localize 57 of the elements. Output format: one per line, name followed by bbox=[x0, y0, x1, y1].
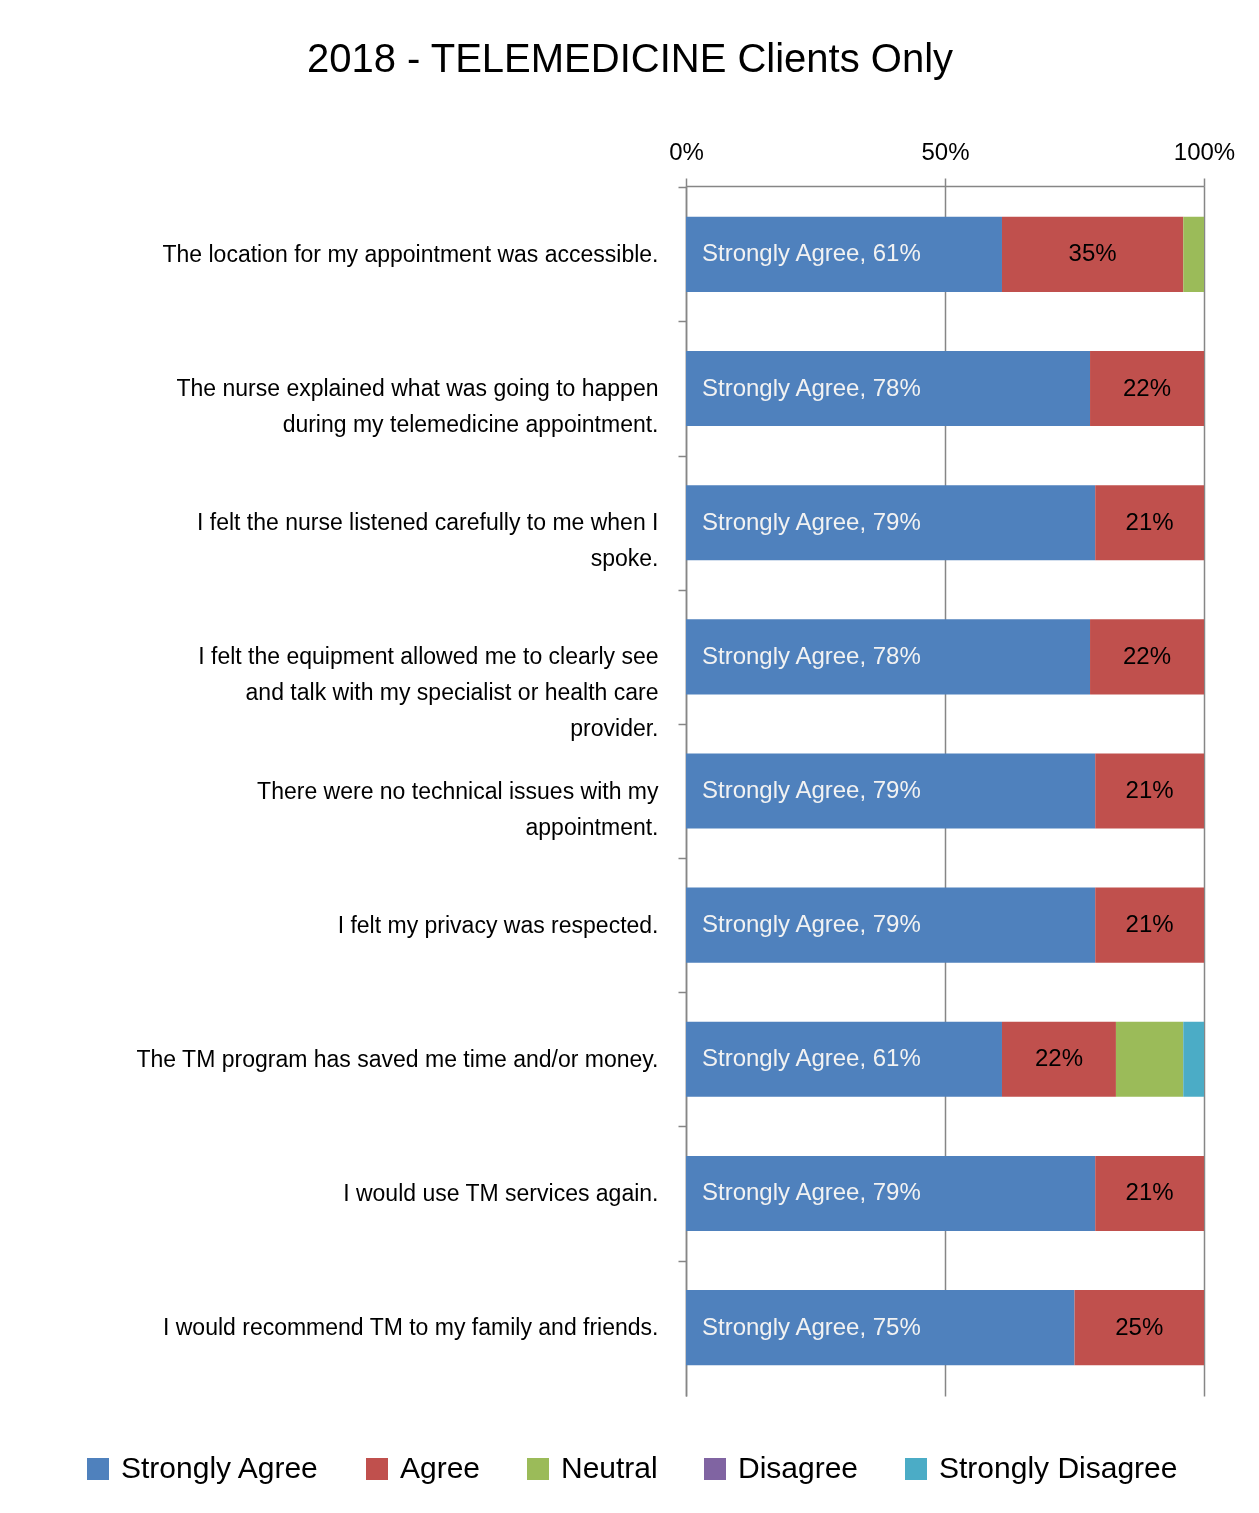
legend-label: Strongly Disagree bbox=[939, 1451, 1178, 1484]
legend-label: Strongly Agree bbox=[121, 1451, 318, 1484]
bar bbox=[1095, 1155, 1204, 1231]
data-label: Strongly Agree, 61% bbox=[702, 239, 921, 267]
data-label: 21% bbox=[1125, 776, 1174, 803]
data-label: Strongly Agree, 79% bbox=[702, 776, 921, 803]
data-label: 21% bbox=[1125, 910, 1174, 938]
bar bbox=[1095, 753, 1204, 829]
y-tick-label: The location for my appointment was accessible. bbox=[162, 240, 659, 267]
legend-label: Disagree bbox=[738, 1451, 859, 1484]
data-label: 21% bbox=[1125, 507, 1174, 535]
data-label: Strongly Agree, 79% bbox=[702, 1178, 921, 1206]
bar bbox=[686, 216, 1002, 292]
data-label: 22% bbox=[1034, 1044, 1083, 1072]
y-tick-label: There were no technical issues with my appointment. bbox=[257, 777, 659, 840]
data-label: 22% bbox=[1123, 373, 1172, 401]
x-tick-label: 0% bbox=[669, 137, 704, 165]
bar bbox=[1090, 619, 1204, 695]
bar bbox=[686, 1290, 1075, 1366]
y-tick-label: The TM program has saved me time and/or money. bbox=[136, 1045, 659, 1072]
bar bbox=[1074, 1290, 1204, 1366]
data-label: Strongly Agree, 61% bbox=[702, 1044, 921, 1072]
data-label: Strongly Agree, 79% bbox=[702, 910, 921, 938]
data-label: 21% bbox=[1125, 1178, 1174, 1206]
data-label: 22% bbox=[1123, 641, 1172, 669]
bar bbox=[1095, 887, 1204, 963]
y-tick-label: The nurse explained what was going to happen during my telemedicine appointment. bbox=[176, 375, 659, 438]
y-tick-label: I felt the equipment allowed me to clearly see and talk with my specialist or health care provider. bbox=[198, 643, 659, 742]
data-label: Strongly Agree, 75% bbox=[702, 1312, 921, 1340]
bar bbox=[686, 351, 1091, 427]
bar bbox=[1115, 1021, 1184, 1097]
bar bbox=[1183, 1021, 1204, 1097]
bar bbox=[1095, 485, 1204, 561]
y-tick-label: I would use TM services again. bbox=[343, 1179, 659, 1206]
legend-label: Agree bbox=[400, 1451, 481, 1484]
data-label: Strongly Agree, 78% bbox=[702, 373, 921, 401]
bar bbox=[686, 753, 1096, 829]
y-tick-label: I felt the nurse listened carefully to me when I spoke. bbox=[196, 509, 659, 572]
bar bbox=[1090, 351, 1204, 427]
data-label: Strongly Agree, 78% bbox=[702, 641, 921, 669]
bar bbox=[686, 1021, 1002, 1097]
x-tick-label: 50% bbox=[921, 137, 970, 165]
bar bbox=[686, 887, 1096, 963]
bar bbox=[686, 485, 1096, 561]
chart-title: 2018 - TELEMEDICINE Clients Only bbox=[306, 36, 954, 80]
y-tick-label: I would recommend TM to my family and friends. bbox=[162, 1314, 659, 1341]
data-label: 25% bbox=[1115, 1312, 1164, 1340]
data-label: 35% bbox=[1068, 239, 1117, 267]
data-label: Strongly Agree, 79% bbox=[702, 507, 921, 535]
legend-label: Neutral bbox=[561, 1451, 658, 1484]
bar bbox=[686, 1155, 1096, 1231]
bar bbox=[686, 619, 1091, 695]
bar bbox=[1001, 216, 1184, 292]
bar bbox=[1001, 1021, 1116, 1097]
bar bbox=[1183, 216, 1204, 292]
y-tick-label: I felt my privacy was respected. bbox=[337, 911, 659, 938]
x-tick-label: 100% bbox=[1173, 137, 1236, 165]
